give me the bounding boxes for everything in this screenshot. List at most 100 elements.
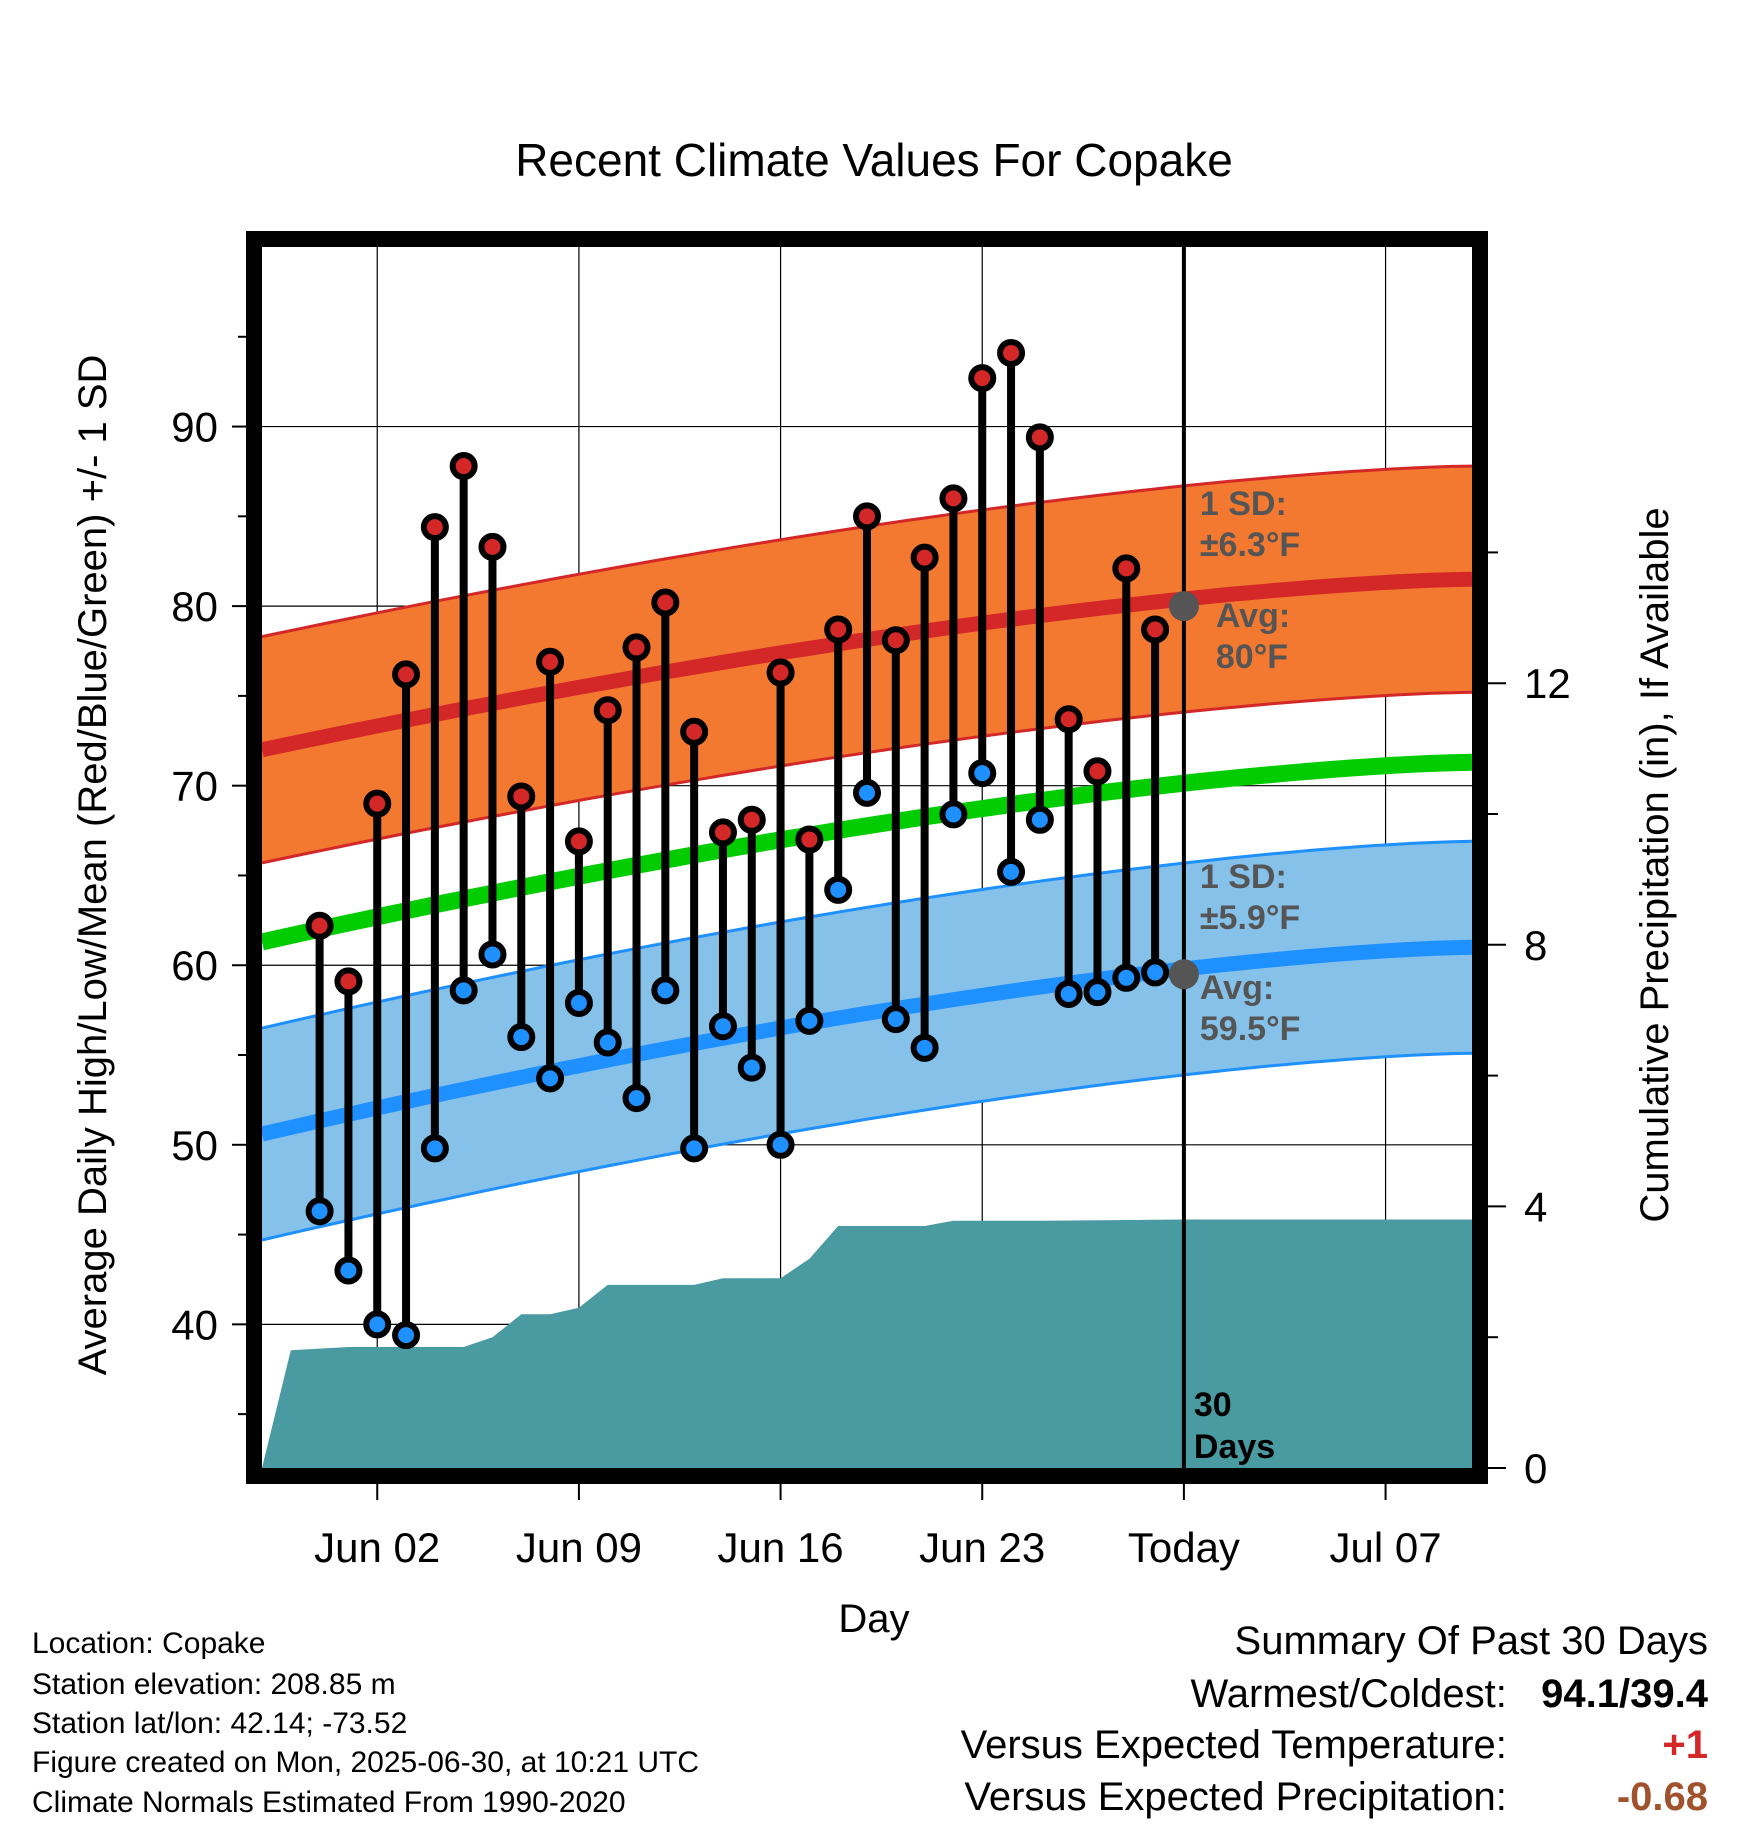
daily-low-dot	[564, 988, 593, 1017]
daily-low-dot	[853, 778, 881, 807]
daily-high-dot	[737, 805, 766, 834]
daily-low-dot	[708, 1012, 737, 1041]
daily-low-dot	[881, 1005, 910, 1034]
precipitation-area	[262, 1219, 1472, 1468]
today-avg-high-dot	[1168, 591, 1199, 622]
summary-precipitation: Versus Expected Precipitation: -0.68	[964, 1775, 1708, 1820]
x-tick-label: Jun 16	[718, 1524, 844, 1571]
daily-high-dot	[1054, 705, 1083, 734]
daily-dots	[305, 338, 1170, 1350]
y-right-tick-label: 12	[1524, 660, 1571, 707]
high-avg-label: Avg:	[1216, 597, 1290, 635]
daily-high-dot	[536, 647, 565, 676]
daily-range-stems	[315, 352, 1160, 1336]
summary-precipitation-value: -0.68	[1616, 1775, 1708, 1819]
summary-warmest-coldest-value: 94.1/39.4	[1541, 1672, 1708, 1716]
daily-low-dot	[824, 875, 853, 904]
daily-high-dot	[853, 502, 881, 531]
x-axis-label: Day	[838, 1597, 909, 1641]
y-axis-left-label: Average Daily High/Low/Mean (Red/Blue/Gr…	[71, 355, 115, 1376]
daily-low-dot	[392, 1321, 421, 1350]
x-tick-label: Jun 02	[314, 1524, 440, 1571]
daily-low-dot	[968, 759, 997, 788]
daily-high-dot	[680, 717, 709, 746]
summary-temperature: Versus Expected Temperature: +1	[961, 1723, 1708, 1768]
daily-low-dot	[651, 976, 680, 1005]
y-left-tick-label: 60	[171, 942, 218, 989]
axis-ticks: 40 50 60 70 80 90 0 4 8 12 Jun 02 Jun 09 Jun 16 Jun 2…	[171, 335, 1571, 1571]
y-right-tick-label: 0	[1524, 1445, 1547, 1492]
footer-normals: Climate Normals Estimated From 1990-2020	[32, 1786, 626, 1819]
y-left-tick-label: 40	[171, 1301, 218, 1348]
low-avg-label: Avg:	[1200, 969, 1274, 1007]
daily-low-dot	[939, 800, 968, 829]
footer-location: Location: Copake	[32, 1627, 266, 1660]
daily-low-dot	[1141, 958, 1170, 987]
y-left-tick-label: 70	[171, 763, 218, 810]
daily-high-dot	[824, 615, 853, 644]
daily-low-dot	[305, 1197, 334, 1226]
daily-high-dot	[1025, 423, 1054, 452]
daily-high-dot	[478, 532, 507, 561]
daily-high-dot	[708, 818, 737, 847]
daily-high-dot	[1112, 554, 1141, 583]
summary-warmest-coldest: Warmest/Coldest: 94.1/39.4	[1191, 1672, 1709, 1717]
daily-high-dot	[997, 338, 1026, 367]
daily-high-dot	[881, 626, 910, 655]
daily-high-dot	[507, 782, 536, 811]
daily-low-dot	[737, 1053, 766, 1082]
daily-high-dot	[564, 827, 593, 856]
daily-low-dot	[478, 940, 507, 969]
daily-high-dot	[968, 364, 997, 393]
high-avg-value: 80°F	[1216, 638, 1288, 676]
y-left-tick-label: 50	[171, 1122, 218, 1169]
daily-high-dot	[651, 588, 680, 617]
daily-low-dot	[910, 1033, 939, 1062]
daily-low-dot	[593, 1028, 622, 1057]
daily-low-dot	[1025, 805, 1054, 834]
daily-high-dot	[622, 633, 651, 662]
days-label-number: 30	[1194, 1386, 1232, 1424]
summary-heading: Summary Of Past 30 Days	[1234, 1619, 1708, 1663]
daily-low-dot	[795, 1006, 824, 1035]
plot-frame	[246, 231, 1488, 1484]
x-tick-label: Jul 07	[1330, 1524, 1442, 1571]
summary-precipitation-label: Versus Expected Precipitation:	[964, 1775, 1507, 1819]
footer-latlon: Station lat/lon: 42.14; -73.52	[32, 1707, 408, 1740]
high-sd-label: 1 SD:	[1200, 485, 1287, 523]
x-tick-label: Jun 09	[516, 1524, 642, 1571]
days-label-text: Days	[1194, 1428, 1275, 1466]
daily-low-dot	[766, 1130, 795, 1159]
daily-low-dot	[363, 1310, 392, 1339]
daily-high-dot	[363, 789, 392, 818]
y-right-tick-label: 4	[1524, 1183, 1547, 1230]
daily-high-dot	[334, 967, 363, 996]
high-sd-value: ±6.3°F	[1200, 526, 1300, 564]
cumulative-precip-area	[262, 1219, 1472, 1468]
daily-low-dot	[420, 1134, 449, 1163]
daily-low-dot	[622, 1084, 651, 1113]
daily-low-dot	[1054, 979, 1083, 1008]
low-avg-value: 59.5°F	[1200, 1010, 1301, 1048]
daily-high-dot	[939, 484, 968, 513]
footer-created: Figure created on Mon, 2025-06-30, at 10…	[32, 1746, 700, 1779]
daily-low-dot	[997, 857, 1026, 886]
low-sd-value: ±5.9°F	[1200, 899, 1300, 937]
daily-low-dot	[449, 976, 478, 1005]
daily-high-dot	[392, 660, 421, 689]
daily-low-dot	[536, 1064, 565, 1093]
x-tick-label: Jun 23	[919, 1524, 1045, 1571]
today-marker	[1168, 247, 1199, 1468]
daily-low-dot	[507, 1023, 536, 1052]
low-sd-label: 1 SD:	[1200, 858, 1287, 896]
daily-low-dot	[334, 1256, 363, 1285]
daily-low-dot	[680, 1134, 709, 1163]
low-sd-band-edge	[261, 1051, 1473, 1242]
today-avg-low-dot	[1168, 959, 1199, 990]
normal-low-line	[260, 939, 1473, 1142]
daily-high-dot	[449, 452, 478, 481]
daily-high-dot	[305, 911, 334, 940]
plot-border	[246, 231, 1488, 1484]
summary-warmest-coldest-label: Warmest/Coldest:	[1190, 1672, 1507, 1716]
